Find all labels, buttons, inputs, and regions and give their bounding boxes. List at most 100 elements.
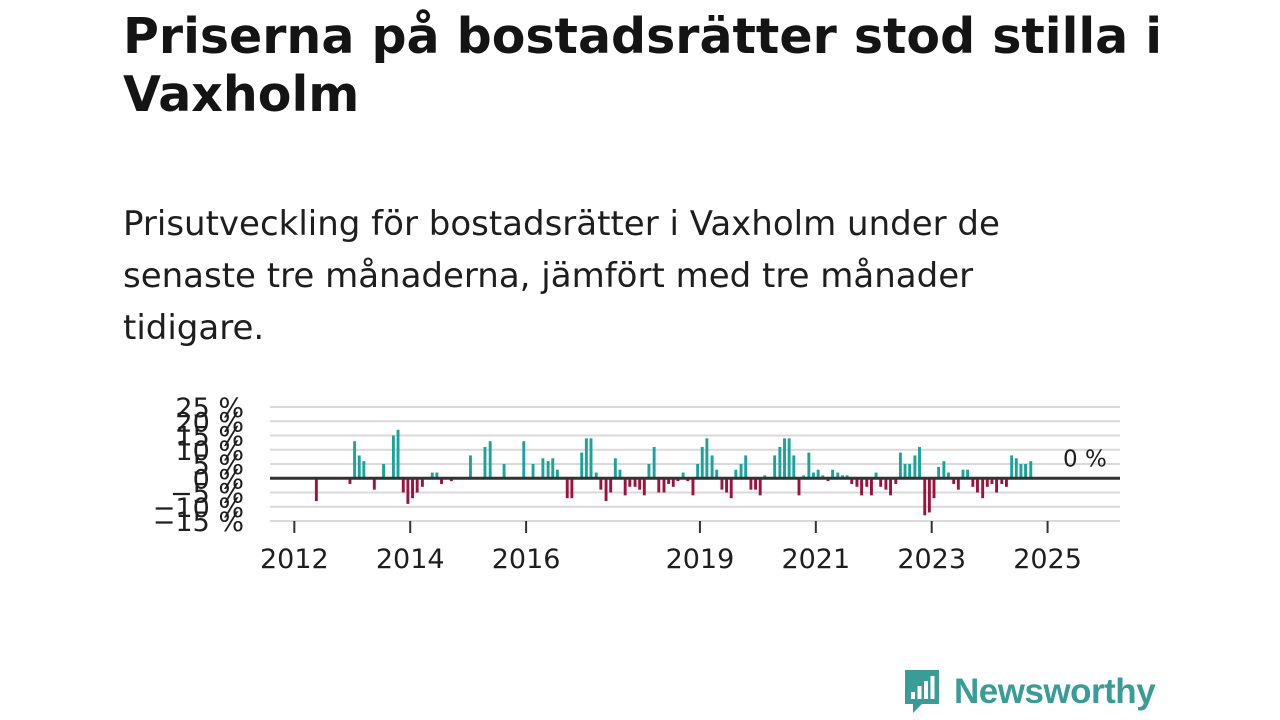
bar — [792, 455, 796, 479]
bar — [589, 438, 593, 479]
bar — [831, 469, 835, 479]
bar — [884, 478, 888, 490]
bar — [995, 478, 999, 493]
bar — [406, 478, 410, 504]
bar — [956, 478, 960, 490]
bar — [469, 455, 472, 479]
bar — [812, 472, 815, 479]
bar — [642, 478, 646, 496]
bar — [734, 469, 738, 479]
y-tick-label: −15 % — [153, 507, 244, 538]
bar — [348, 478, 352, 484]
bar — [555, 469, 559, 479]
bar — [599, 478, 603, 490]
bar — [1010, 455, 1014, 479]
bar — [435, 472, 439, 479]
bar — [918, 446, 921, 479]
bar — [618, 469, 622, 479]
bar — [691, 478, 695, 496]
bar — [787, 438, 791, 479]
bar — [647, 464, 651, 479]
bar — [778, 446, 782, 479]
bar — [985, 478, 989, 487]
y-tick-label: 5 % — [193, 450, 244, 481]
bar — [1029, 461, 1033, 479]
bar — [937, 466, 941, 479]
bar — [667, 478, 671, 484]
bar — [357, 455, 361, 479]
bar — [913, 455, 917, 479]
bar — [604, 478, 608, 502]
bar — [430, 472, 434, 479]
bar — [725, 478, 729, 493]
bar — [696, 464, 700, 479]
bar — [932, 478, 936, 499]
bar — [382, 464, 386, 479]
bar — [609, 478, 613, 493]
bar — [816, 469, 820, 479]
bar — [570, 478, 574, 499]
bar — [396, 429, 400, 479]
bar — [869, 478, 873, 496]
bar — [372, 478, 376, 490]
y-axis-labels: 25 %20 %15 %10 %5 %0 %−5 %−10 %−15 % — [153, 393, 244, 538]
newsworthy-logo-icon — [905, 670, 939, 713]
bar — [314, 478, 318, 502]
bar — [584, 438, 588, 479]
bar — [783, 438, 786, 479]
bar — [773, 455, 777, 479]
y-tick-label: −5 % — [170, 479, 244, 510]
x-tick-label: 2012 — [260, 544, 329, 575]
y-tick-label: 25 % — [175, 393, 244, 424]
bar — [710, 455, 714, 479]
bar — [657, 478, 661, 493]
bar — [976, 478, 979, 493]
x-tick-label: 2021 — [781, 544, 850, 575]
bar — [671, 478, 675, 487]
bar — [623, 478, 627, 496]
bar — [860, 478, 864, 496]
bar — [894, 478, 898, 484]
bar — [903, 464, 907, 479]
last-value-label: 0 % — [1063, 446, 1107, 472]
bar — [836, 472, 840, 479]
y-tick-label: 20 % — [175, 407, 244, 438]
bar — [855, 478, 859, 487]
bar — [797, 478, 801, 496]
brand-name: Newsworthy — [954, 672, 1156, 711]
bar — [720, 478, 724, 490]
annotations: 0 % — [270, 446, 1120, 480]
bar — [966, 469, 970, 479]
bar — [961, 469, 965, 479]
bar — [1019, 464, 1023, 479]
bar — [908, 464, 912, 479]
bar — [1024, 464, 1028, 479]
y-tick-label: 0 % — [193, 464, 244, 495]
bar — [502, 464, 506, 479]
bar — [415, 478, 419, 493]
bar — [546, 461, 550, 479]
bar — [850, 478, 854, 484]
bar — [420, 478, 424, 487]
bar — [874, 472, 878, 479]
bar — [700, 446, 704, 479]
bar — [565, 478, 569, 499]
bar — [483, 446, 487, 479]
bar — [715, 469, 719, 479]
x-tick-label: 2019 — [666, 544, 735, 575]
brand-logo: Newsworthy — [902, 668, 1156, 716]
bar — [652, 446, 656, 479]
bar — [551, 458, 555, 479]
bar — [981, 478, 985, 499]
bar — [662, 478, 666, 493]
bar — [638, 478, 642, 490]
bar — [807, 452, 811, 479]
bar — [898, 452, 902, 479]
bar — [488, 441, 492, 479]
bar — [522, 441, 526, 479]
bar — [401, 478, 405, 493]
bar — [739, 464, 743, 479]
bar — [391, 435, 395, 479]
bar — [613, 458, 617, 479]
